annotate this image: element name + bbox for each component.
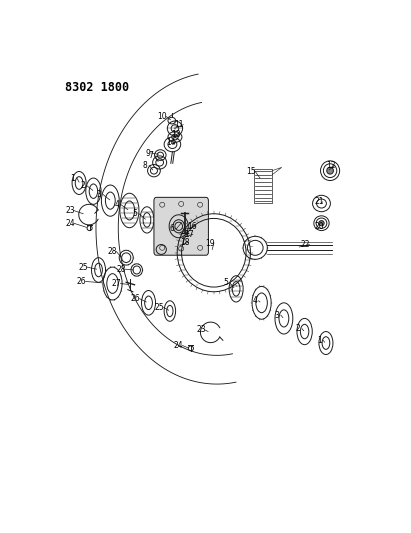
Text: 3: 3 <box>97 190 102 199</box>
Text: 10: 10 <box>157 112 167 121</box>
Text: 23: 23 <box>196 326 206 334</box>
Text: 28: 28 <box>108 247 117 256</box>
Text: 19: 19 <box>205 239 215 248</box>
Text: 4: 4 <box>252 296 257 305</box>
Text: 2: 2 <box>296 324 300 333</box>
Text: 14: 14 <box>166 138 175 147</box>
Ellipse shape <box>319 221 324 226</box>
FancyBboxPatch shape <box>154 197 208 255</box>
Text: 4: 4 <box>114 200 119 209</box>
Text: 27: 27 <box>112 279 122 288</box>
Text: 24: 24 <box>174 341 184 350</box>
Text: 5: 5 <box>224 278 229 287</box>
Text: 28: 28 <box>117 265 126 273</box>
Text: 7: 7 <box>148 150 153 159</box>
Bar <box>254 168 272 204</box>
Text: 2: 2 <box>81 181 85 190</box>
Text: 12: 12 <box>326 161 336 170</box>
Text: 23: 23 <box>65 206 75 215</box>
Text: 3: 3 <box>275 311 279 320</box>
Text: 9: 9 <box>145 149 150 158</box>
Text: 18: 18 <box>180 238 189 247</box>
Text: 16: 16 <box>187 222 197 231</box>
Text: 15: 15 <box>247 167 256 176</box>
Text: 24: 24 <box>65 219 75 228</box>
Text: 1: 1 <box>71 174 75 183</box>
Text: 11: 11 <box>175 120 184 129</box>
Text: 25: 25 <box>155 303 164 312</box>
Text: 8: 8 <box>143 161 148 170</box>
Text: 26: 26 <box>131 294 141 303</box>
Text: 5: 5 <box>133 209 138 218</box>
Text: 8302 1800: 8302 1800 <box>65 81 129 94</box>
Text: 26: 26 <box>77 277 86 286</box>
Ellipse shape <box>327 167 333 174</box>
Text: 1: 1 <box>317 336 322 345</box>
Text: 21: 21 <box>314 197 324 206</box>
Text: 17: 17 <box>184 230 194 239</box>
Text: 25: 25 <box>79 263 88 272</box>
Text: 13: 13 <box>171 130 181 139</box>
Text: 22: 22 <box>301 240 310 249</box>
Text: 20: 20 <box>314 222 324 231</box>
Text: 6: 6 <box>170 224 175 233</box>
